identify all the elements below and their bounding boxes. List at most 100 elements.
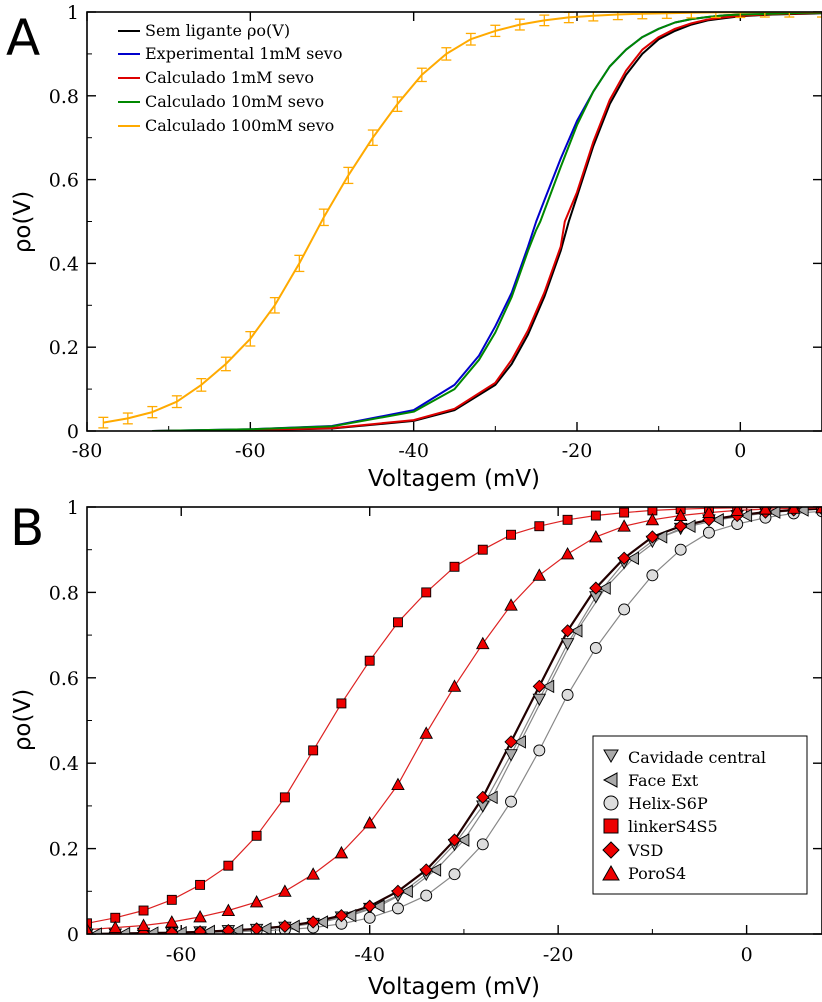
marker-triangle-left: [89, 927, 102, 934]
legend-b-marker-0: [603, 749, 619, 763]
marker-triangle-left: [315, 915, 329, 929]
legend-a-label-4: Calculado 100mM sevo: [145, 116, 334, 135]
marker-triangle-up: [702, 507, 716, 519]
marker-triangle-left: [372, 899, 385, 914]
panel-a-legend: Sem ligante ρo(V) Experimental 1mM sevo …: [118, 21, 342, 135]
marker-triangle-up: [560, 547, 575, 560]
legend-a-label-2: Calculado 1mM sevo: [145, 68, 314, 87]
panel-a-label: A: [6, 9, 40, 67]
marker-diamond: [363, 899, 377, 913]
marker-square: [534, 521, 545, 532]
panel-b: B -60 -40 -20 0 0 0.2 0.4 0.6 0.8 1 Voltagem (mV)…: [10, 497, 822, 1000]
panel-b-ylabel: ρo(V): [10, 689, 36, 751]
marker-triangle-left: [654, 530, 668, 544]
marker-square: [562, 514, 573, 525]
panel-a-frame: [86, 11, 822, 432]
x-tick-label: -40: [398, 440, 429, 462]
legend-a-label-0: Sem ligante ρo(V): [145, 21, 290, 40]
legend-b-label-3: linkerS4S5: [628, 817, 718, 836]
marker-square: [506, 529, 516, 540]
marker-diamond: [334, 909, 349, 923]
legend-b-marker-1: [602, 772, 618, 788]
y-tick-label: 0.2: [49, 337, 79, 359]
x-tick-label: -80: [72, 440, 103, 462]
y-tick-label: 0.6: [49, 170, 79, 192]
marker-triangle-up: [193, 909, 207, 923]
marker-circle: [702, 526, 715, 539]
y-tick-label: 0.6: [49, 668, 79, 690]
marker-square: [308, 745, 319, 756]
marker-diamond: [278, 919, 292, 933]
marker-triangle-left: [711, 513, 724, 527]
legend-b-marker-2: [603, 795, 619, 811]
marker-circle: [589, 641, 602, 654]
marker-triangle-left: [287, 919, 300, 934]
marker-triangle-up: [645, 512, 660, 526]
y-tick-label: 1: [67, 2, 79, 24]
marker-triangle-up: [108, 920, 123, 934]
marker-diamond: [532, 679, 546, 693]
marker-circle: [505, 795, 517, 808]
marker-square: [364, 655, 375, 666]
marker-circle: [674, 543, 687, 556]
legend-b-marker-5: [602, 864, 620, 881]
x-tick-label: 0: [734, 440, 746, 462]
marker-square: [138, 905, 149, 916]
marker-triangle-up: [504, 598, 518, 611]
marker-circle: [476, 838, 489, 851]
legend-b-marker-4: [602, 841, 620, 859]
marker-triangle-left: [570, 624, 583, 638]
marker-triangle-up: [476, 636, 490, 650]
y-tick-label: 0.8: [49, 582, 79, 604]
marker-triangle-down: [532, 693, 547, 707]
marker-diamond: [165, 926, 179, 934]
marker-triangle-left: [683, 519, 696, 533]
marker-triangle-up: [617, 519, 631, 532]
marker-square: [590, 510, 601, 521]
marker-square: [619, 507, 630, 518]
panel-b-xlabel: Voltagem (mV): [368, 974, 540, 1000]
marker-square: [421, 587, 432, 598]
marker-square: [477, 544, 488, 555]
legend-b-label-2: Helix-S6P: [628, 794, 708, 813]
panel-b-ticks: -60 -40 -20 0 0 0.2 0.4 0.6 0.8 1: [49, 497, 822, 966]
marker-diamond: [617, 551, 631, 565]
marker-diamond: [504, 735, 518, 749]
x-tick-label: 0: [741, 944, 753, 966]
legend-b-label-1: Face Ext: [628, 771, 699, 790]
marker-triangle-left: [174, 925, 187, 934]
marker-triangle-up: [249, 895, 264, 908]
y-tick-label: 0: [67, 924, 79, 946]
panel-b-series: [87, 507, 822, 934]
legend-a-label-1: Experimental 1mM sevo: [145, 44, 342, 63]
marker-triangle-left: [259, 922, 272, 934]
marker-diamond: [476, 790, 490, 804]
x-tick-label: -60: [166, 944, 197, 966]
marker-triangle-up: [165, 915, 179, 928]
marker-triangle-up: [532, 568, 547, 581]
marker-diamond: [391, 884, 405, 898]
y-tick-label: 1: [67, 497, 79, 519]
marker-diamond: [193, 925, 207, 934]
y-tick-label: 0.4: [49, 253, 79, 275]
legend-b-marker-3: [603, 818, 619, 834]
marker-circle: [618, 603, 631, 616]
marker-triangle-up: [391, 777, 405, 790]
marker-triangle-left: [739, 508, 753, 523]
panel-b-legend: Cavidade central Face Ext Helix-S6P link…: [592, 735, 808, 895]
marker-triangle-left: [541, 679, 555, 694]
marker-diamond: [447, 833, 462, 847]
marker-triangle-up: [362, 816, 377, 829]
marker-circle: [646, 569, 659, 582]
marker-diamond: [560, 624, 575, 638]
marker-triangle-left: [428, 863, 442, 877]
marker-triangle-left: [146, 926, 159, 934]
marker-circle: [392, 902, 404, 915]
marker-triangle-up: [221, 903, 236, 916]
marker-circle: [448, 868, 461, 881]
marker-triangle-left: [485, 790, 498, 805]
panel-a-xlabel: Voltagem (mV): [368, 466, 540, 492]
marker-square: [195, 879, 206, 890]
marker-square: [223, 860, 234, 871]
y-tick-label: 0.2: [49, 839, 79, 861]
